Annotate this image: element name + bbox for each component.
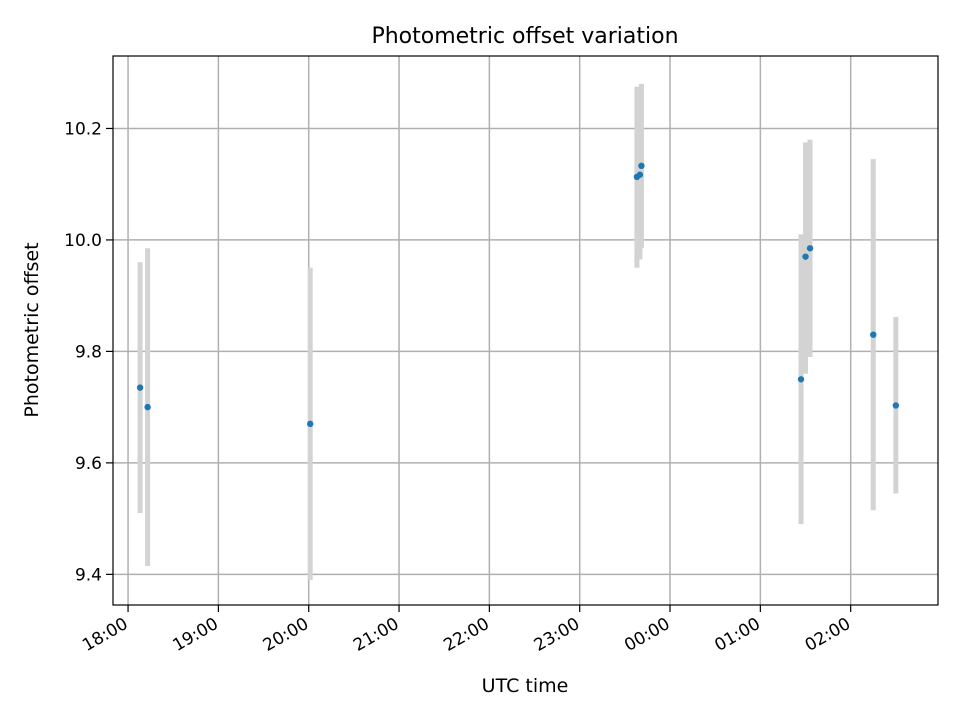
data-point: [307, 420, 314, 428]
y-tick-label: 9.8: [75, 342, 102, 362]
data-point: [638, 162, 645, 169]
data-point: [136, 384, 144, 391]
chart-title: Photometric offset variation: [371, 24, 678, 49]
x-axis-label: UTC time: [482, 675, 569, 697]
data-point: [806, 245, 814, 252]
y-tick-label: 10.0: [64, 231, 102, 251]
data-point: [797, 376, 805, 383]
y-tick-label: 9.6: [75, 454, 102, 474]
data-point: [892, 402, 900, 409]
data-point: [636, 171, 644, 178]
y-tick-label: 9.4: [75, 565, 102, 585]
plot-frame: [112, 55, 939, 606]
y-axis-label: Photometric offset: [21, 242, 43, 417]
data-points: [136, 162, 900, 428]
y-tick-label: 10.2: [64, 119, 102, 139]
y-axis-ticks: 9.4 9.6 9.8 10.0 10.2: [64, 119, 113, 585]
data-point: [144, 403, 151, 411]
data-point: [802, 253, 809, 260]
data-point: [870, 331, 877, 338]
